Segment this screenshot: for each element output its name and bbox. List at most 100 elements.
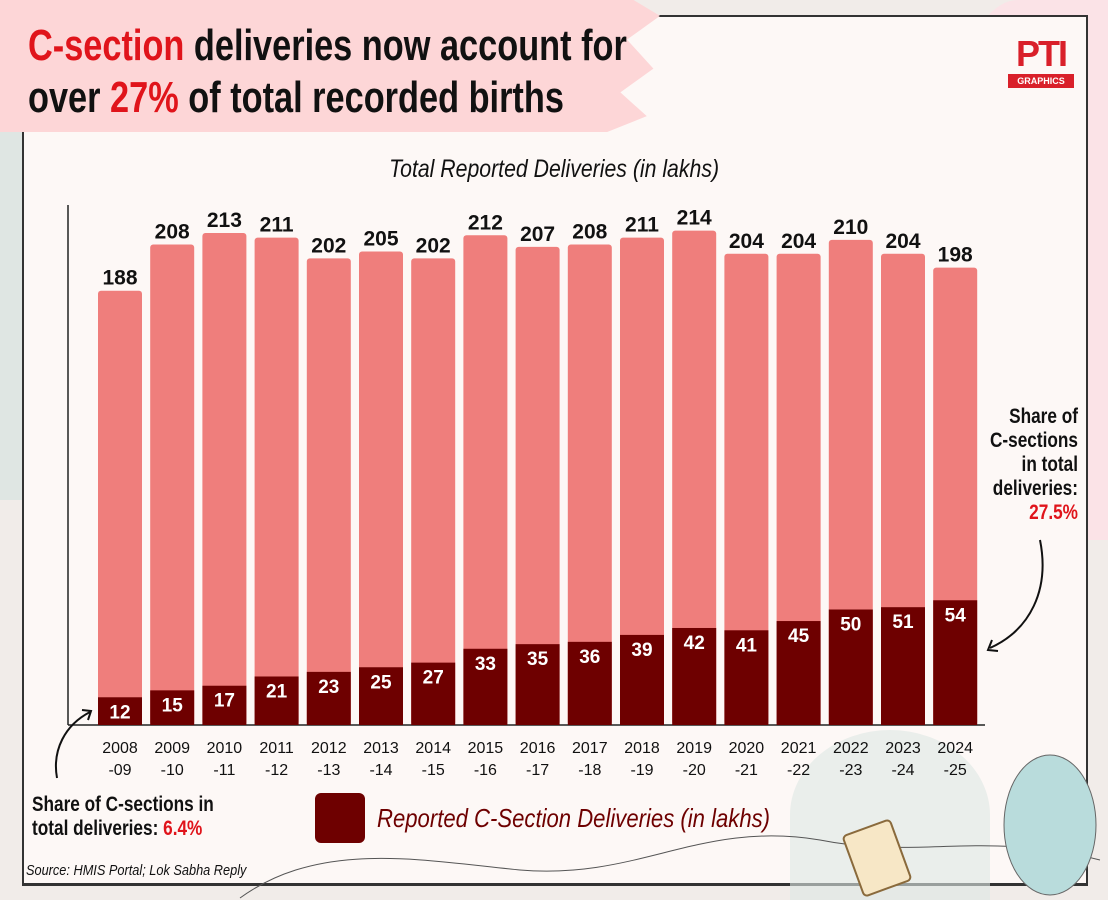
page-title: C-section deliveries now account for ove… bbox=[28, 20, 627, 124]
total-bar bbox=[359, 251, 403, 725]
total-bar bbox=[202, 232, 247, 725]
arrow-right bbox=[989, 539, 1044, 649]
total-bar bbox=[776, 253, 821, 725]
total-value-label: 210 bbox=[833, 216, 868, 239]
csection-bar bbox=[202, 685, 247, 725]
annotation-value: 6.4% bbox=[163, 817, 203, 840]
x-tick-label: -09 bbox=[108, 762, 131, 779]
chart-title: Total Reported Deliveries (in lakhs) bbox=[0, 155, 1108, 184]
x-tick-label: 2024 bbox=[937, 740, 973, 757]
clipboard-icon bbox=[842, 819, 912, 897]
x-tick-label: 2021 bbox=[781, 740, 817, 757]
total-bar bbox=[411, 258, 456, 725]
total-bar bbox=[515, 246, 560, 725]
total-value-label: 214 bbox=[677, 207, 712, 230]
arrowhead-icon bbox=[986, 639, 999, 652]
x-tick-label: 2011 bbox=[259, 740, 294, 757]
total-value-label: 208 bbox=[155, 221, 190, 244]
total-bar bbox=[254, 237, 299, 725]
decorative-line bbox=[239, 835, 1101, 899]
pregnant-woman-illustration bbox=[1003, 754, 1097, 896]
annotation-value: 27.5% bbox=[1029, 501, 1078, 524]
x-tick-label: -16 bbox=[474, 762, 497, 779]
x-tick-label: 2023 bbox=[885, 740, 921, 757]
x-tick-label: 2017 bbox=[572, 740, 608, 757]
x-tick-label: -10 bbox=[161, 762, 184, 779]
x-tick-label: -24 bbox=[891, 762, 914, 779]
csection-value-label: 17 bbox=[214, 691, 235, 712]
total-value-label: 198 bbox=[938, 244, 973, 267]
x-tick-label: 2010 bbox=[207, 740, 243, 757]
annotation-label: Share of C-sections in total deliveries: bbox=[32, 793, 214, 840]
csection-value-label: 33 bbox=[475, 654, 496, 675]
csection-bar bbox=[724, 630, 769, 725]
csection-value-label: 27 bbox=[423, 668, 444, 689]
total-value-label: 207 bbox=[520, 223, 555, 246]
x-tick-label: -23 bbox=[839, 762, 862, 779]
csection-value-label: 42 bbox=[684, 633, 705, 654]
x-tick-label: -21 bbox=[735, 762, 758, 779]
title-text: deliveries now account for bbox=[184, 21, 627, 70]
legend: Reported C-Section Deliveries (in lakhs) bbox=[315, 793, 839, 843]
csection-value-label: 12 bbox=[109, 702, 130, 723]
total-bar bbox=[620, 237, 664, 725]
total-value-label: 202 bbox=[416, 234, 451, 257]
csection-value-label: 41 bbox=[736, 635, 758, 656]
total-bar bbox=[828, 239, 873, 725]
total-value-label: 212 bbox=[468, 211, 503, 234]
csection-value-label: 45 bbox=[788, 626, 810, 647]
csection-bar bbox=[411, 662, 456, 725]
x-tick-label: -19 bbox=[630, 762, 653, 779]
title-text: over bbox=[28, 73, 111, 122]
logo-sub: GRAPHICS bbox=[1008, 74, 1074, 88]
x-tick-label: -11 bbox=[213, 762, 235, 779]
annotation-right: Share of C-sections in total deliveries:… bbox=[989, 405, 1078, 525]
title-highlight: 27% bbox=[110, 73, 179, 122]
source-note: Source: HMIS Portal; Lok Sabha Reply bbox=[26, 862, 247, 879]
csection-value-label: 51 bbox=[892, 612, 914, 633]
x-tick-label: 2019 bbox=[676, 740, 712, 757]
csection-bar bbox=[463, 648, 508, 725]
total-value-label: 188 bbox=[102, 267, 137, 290]
annotation-left: Share of C-sections in total deliveries:… bbox=[32, 793, 229, 841]
title-text: of total recorded births bbox=[178, 73, 564, 122]
csection-value-label: 35 bbox=[527, 649, 549, 670]
x-tick-label: 2009 bbox=[154, 740, 190, 757]
x-tick-label: -15 bbox=[422, 762, 445, 779]
total-value-label: 211 bbox=[260, 214, 294, 237]
x-tick-label: 2016 bbox=[520, 740, 556, 757]
csection-value-label: 36 bbox=[579, 647, 600, 668]
total-bar bbox=[463, 235, 508, 725]
total-value-label: 204 bbox=[781, 230, 816, 253]
csection-bar bbox=[98, 697, 142, 725]
total-bar bbox=[98, 290, 142, 725]
annotation-label: Share of C-sections in total deliveries: bbox=[989, 405, 1078, 500]
csection-bar bbox=[933, 600, 978, 725]
chart-title-text: Total Reported Deliveries (in lakhs) bbox=[389, 155, 719, 183]
x-tick-label: 2018 bbox=[624, 740, 660, 757]
x-tick-label: 2013 bbox=[363, 740, 399, 757]
total-value-label: 208 bbox=[572, 221, 607, 244]
x-tick-label: 2012 bbox=[311, 740, 347, 757]
x-tick-label: 2008 bbox=[102, 740, 138, 757]
logo-text: PTI bbox=[1015, 33, 1068, 74]
total-bar bbox=[567, 244, 612, 725]
title-highlight: C-section bbox=[28, 21, 185, 70]
csection-bar bbox=[515, 644, 560, 725]
csection-bar bbox=[881, 607, 925, 725]
csection-bar bbox=[672, 627, 717, 725]
legend-label: Reported C-Section Deliveries (in lakhs) bbox=[377, 802, 771, 833]
legend-swatch bbox=[315, 793, 365, 843]
x-tick-label: 2014 bbox=[415, 740, 451, 757]
total-bar bbox=[724, 253, 769, 725]
x-tick-label: -13 bbox=[317, 762, 340, 779]
x-tick-label: -18 bbox=[578, 762, 601, 779]
x-tick-label: 2022 bbox=[833, 740, 869, 757]
x-tick-label: 2015 bbox=[468, 740, 504, 757]
csection-value-label: 39 bbox=[631, 640, 652, 661]
total-value-label: 205 bbox=[363, 227, 398, 250]
csection-bar bbox=[150, 690, 195, 725]
csection-bar bbox=[306, 671, 351, 725]
csection-bar bbox=[620, 634, 664, 725]
